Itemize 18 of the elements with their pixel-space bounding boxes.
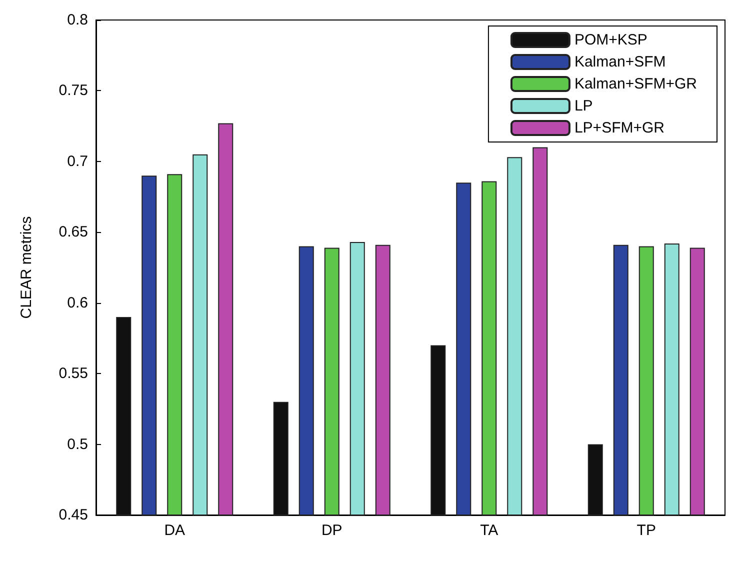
legend-label: Kalman+SFM+GR (574, 76, 698, 92)
y-tick-label: 0.6 (67, 294, 88, 312)
y-tick-label: 0.7 (67, 152, 88, 170)
legend-label: LP+SFM+GR (574, 120, 665, 136)
y-tick-label: 0.5 (67, 436, 88, 453)
legend-label: LP (574, 98, 593, 114)
y-tick-label: 0.65 (58, 224, 88, 241)
legend-label: POM+KSP (574, 32, 648, 48)
y-tick-label: 0.75 (58, 82, 88, 100)
x-tick-label: TA (480, 522, 498, 539)
y-axis-title: CLEAR metrics (18, 216, 35, 319)
x-tick-label: TP (636, 522, 656, 539)
y-tick-label: 0.8 (67, 12, 88, 28)
x-tick-label: DA (164, 522, 186, 539)
y-tick-label: 0.55 (58, 365, 88, 382)
x-tick-label: DP (321, 522, 342, 539)
legend-label: Kalman+SFM (574, 54, 666, 70)
y-tick-label: 0.45 (58, 506, 88, 524)
